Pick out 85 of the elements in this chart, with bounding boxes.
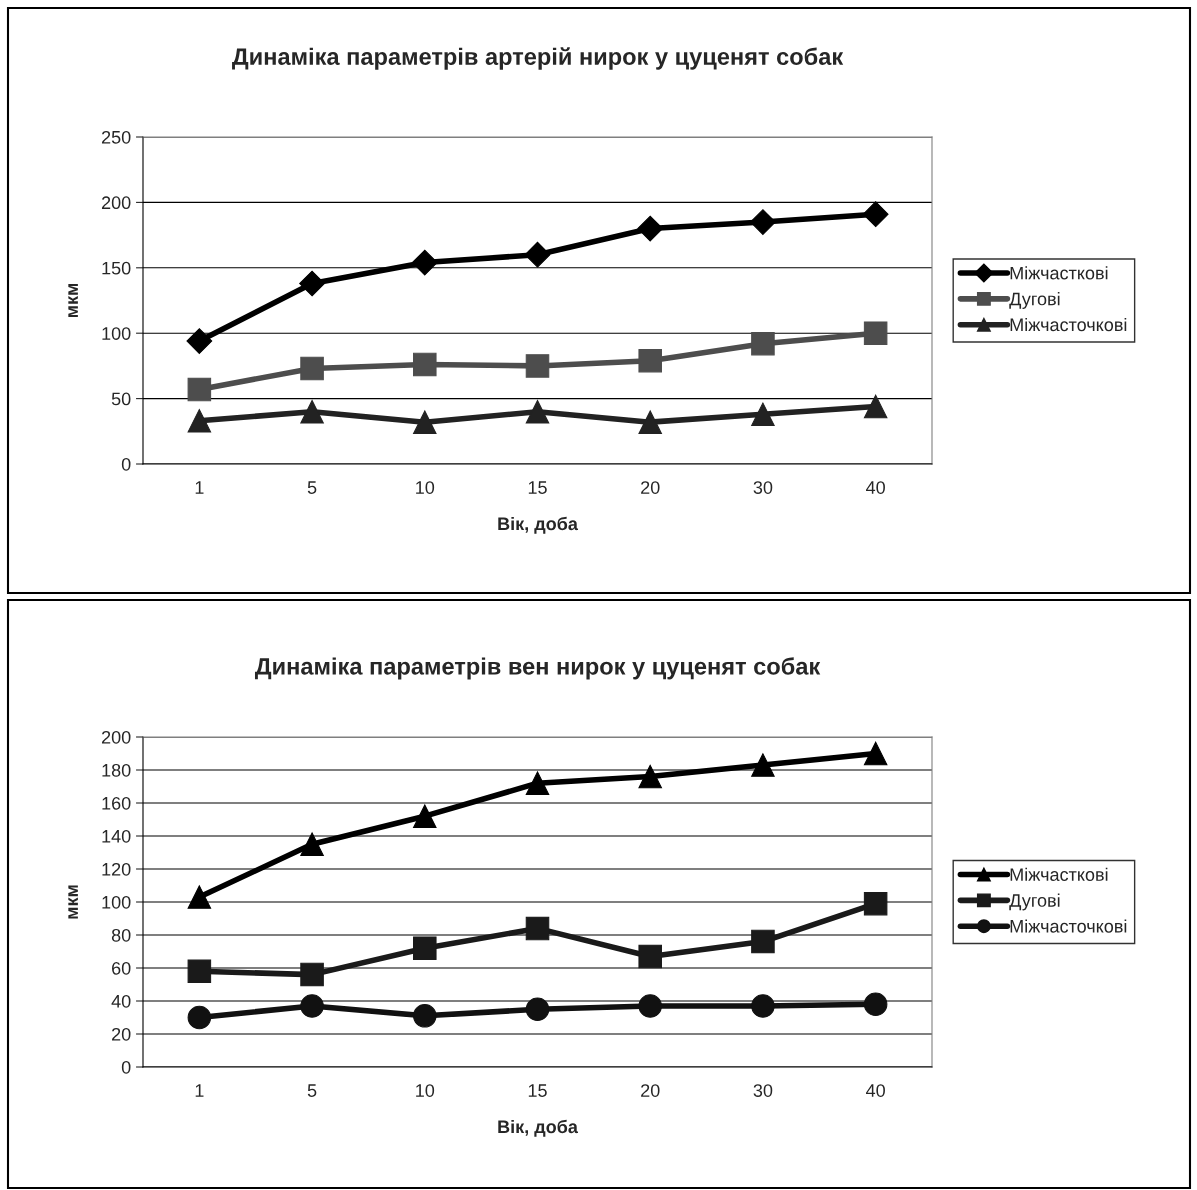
y-axis-title: мкм — [68, 885, 78, 919]
y-tick-label: 80 — [111, 928, 131, 942]
y-tick-label: 0 — [121, 457, 131, 471]
point — [187, 377, 212, 402]
point — [524, 241, 551, 268]
legend-label: Міжчасткові — [1010, 867, 1108, 881]
point — [751, 402, 775, 427]
point — [638, 764, 662, 789]
point — [413, 1004, 437, 1028]
y-tick-label: 200 — [101, 730, 131, 744]
point — [411, 249, 438, 276]
point — [863, 321, 888, 345]
x-tick-label: 1 — [195, 1084, 204, 1097]
point — [187, 1005, 212, 1030]
point — [637, 215, 664, 242]
point — [863, 992, 888, 1017]
y-tick-label: 180 — [102, 763, 131, 777]
x-axis-title: Вік, доба — [498, 1119, 579, 1137]
point — [413, 936, 437, 960]
x-tick-label: 20 — [641, 481, 660, 494]
point — [751, 994, 775, 1018]
legend-label: Дугові — [1009, 893, 1060, 911]
y-tick-label: 100 — [102, 895, 131, 909]
y-tick-label: 150 — [102, 261, 131, 275]
point — [525, 997, 550, 1022]
point — [638, 944, 662, 969]
point — [300, 399, 324, 424]
point — [750, 209, 776, 235]
x-tick-label: 15 — [528, 1084, 547, 1097]
x-tick-label: 30 — [753, 481, 773, 494]
point — [187, 409, 212, 433]
y-tick-label: 60 — [112, 961, 131, 975]
x-tick-label: 1 — [195, 481, 204, 494]
y-tick-label: 50 — [111, 392, 131, 406]
point — [525, 771, 550, 795]
point — [525, 916, 550, 941]
point — [751, 929, 775, 954]
x-tick-label: 40 — [866, 1084, 885, 1097]
point — [300, 994, 324, 1018]
point — [300, 962, 324, 987]
y-tick-label: 40 — [111, 994, 131, 1008]
chart-title: Динаміка параметрів вен нирок у цуценят собак — [254, 657, 821, 680]
point — [638, 348, 662, 373]
point — [751, 753, 775, 777]
y-tick-label: 20 — [112, 1027, 131, 1041]
point — [300, 832, 324, 857]
point — [186, 328, 213, 354]
x-tick-label: 40 — [866, 481, 885, 494]
point — [413, 352, 437, 377]
legend-label: Міжчасточкові — [1010, 919, 1127, 933]
point — [187, 885, 212, 909]
legend-label: Міжчасткові — [1010, 266, 1108, 280]
y-tick-label: 140 — [102, 829, 131, 843]
y-tick-label: 0 — [121, 1060, 131, 1074]
chart-title: Динаміка параметрів артерій нирок у цуценят собак — [232, 47, 844, 70]
point — [525, 354, 550, 378]
point — [300, 356, 324, 381]
x-tick-label: 5 — [307, 1084, 317, 1097]
point — [863, 394, 888, 419]
y-axis-title: мкм — [68, 283, 78, 318]
y-tick-label: 160 — [102, 796, 131, 810]
point — [638, 994, 662, 1018]
x-tick-label: 5 — [307, 481, 317, 494]
y-tick-label: 200 — [101, 196, 131, 210]
legend-label: Міжчасточкові — [1010, 317, 1127, 332]
point — [413, 804, 437, 828]
point — [751, 331, 775, 356]
point — [413, 410, 437, 434]
point — [862, 201, 889, 228]
point — [863, 741, 888, 766]
x-tick-label: 10 — [416, 481, 435, 494]
y-tick-label: 250 — [101, 130, 131, 144]
x-axis-title: Вік, доба — [498, 516, 579, 534]
point — [187, 959, 212, 984]
point — [525, 399, 550, 424]
x-tick-label: 15 — [528, 481, 547, 494]
point — [638, 410, 662, 434]
legend-label: Дугові — [1009, 292, 1060, 309]
y-tick-label: 100 — [102, 327, 131, 340]
x-tick-label: 20 — [641, 1084, 660, 1097]
x-tick-label: 30 — [753, 1084, 773, 1097]
point — [299, 270, 325, 297]
y-tick-label: 120 — [102, 862, 131, 876]
point — [863, 891, 888, 916]
x-tick-label: 10 — [416, 1084, 435, 1097]
